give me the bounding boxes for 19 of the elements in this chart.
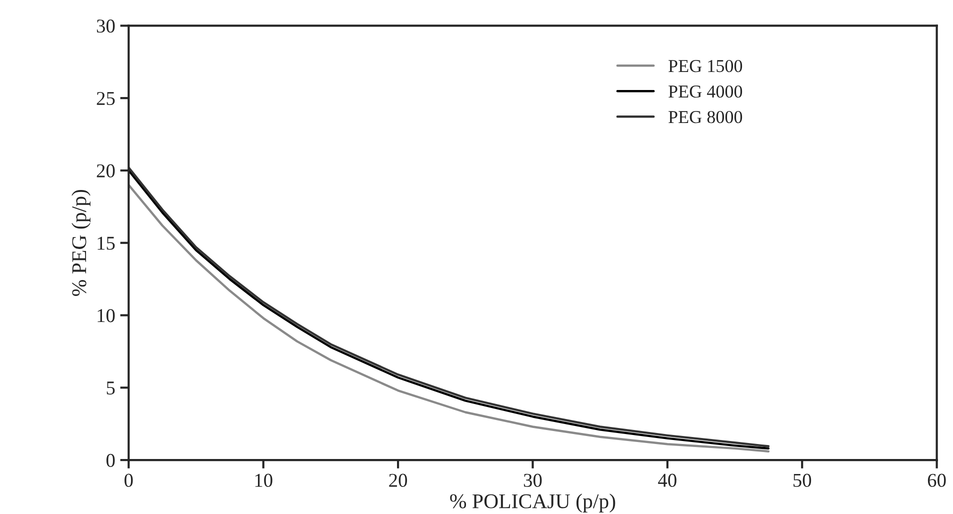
y-tick-label: 20	[96, 164, 115, 178]
y-tick-label: 5	[106, 382, 115, 395]
x-tick-label: 20	[389, 474, 408, 487]
x-tick-label: 0	[124, 474, 133, 487]
legend-label: PEG 1500	[668, 60, 742, 72]
x-tick-label: 10	[255, 474, 272, 487]
y-axis-title: % PEG (p/p)	[72, 190, 90, 296]
x-tick-label: 50	[794, 474, 812, 487]
y-tick-label: 10	[98, 309, 115, 322]
x-tick-label: 60	[928, 474, 946, 487]
legend-label: PEG 8000	[668, 110, 742, 124]
legend-label: PEG 4000	[668, 85, 742, 98]
y-tick-label: 15	[98, 236, 115, 250]
x-axis-title: % POLICAJU (p/p)	[450, 494, 616, 513]
y-tick-label: 0	[106, 454, 115, 467]
y-tick-label: 30	[96, 20, 115, 33]
x-tick-label: 40	[658, 474, 676, 487]
y-tick-label: 25	[96, 92, 115, 106]
x-tick-label: 30	[524, 474, 542, 487]
